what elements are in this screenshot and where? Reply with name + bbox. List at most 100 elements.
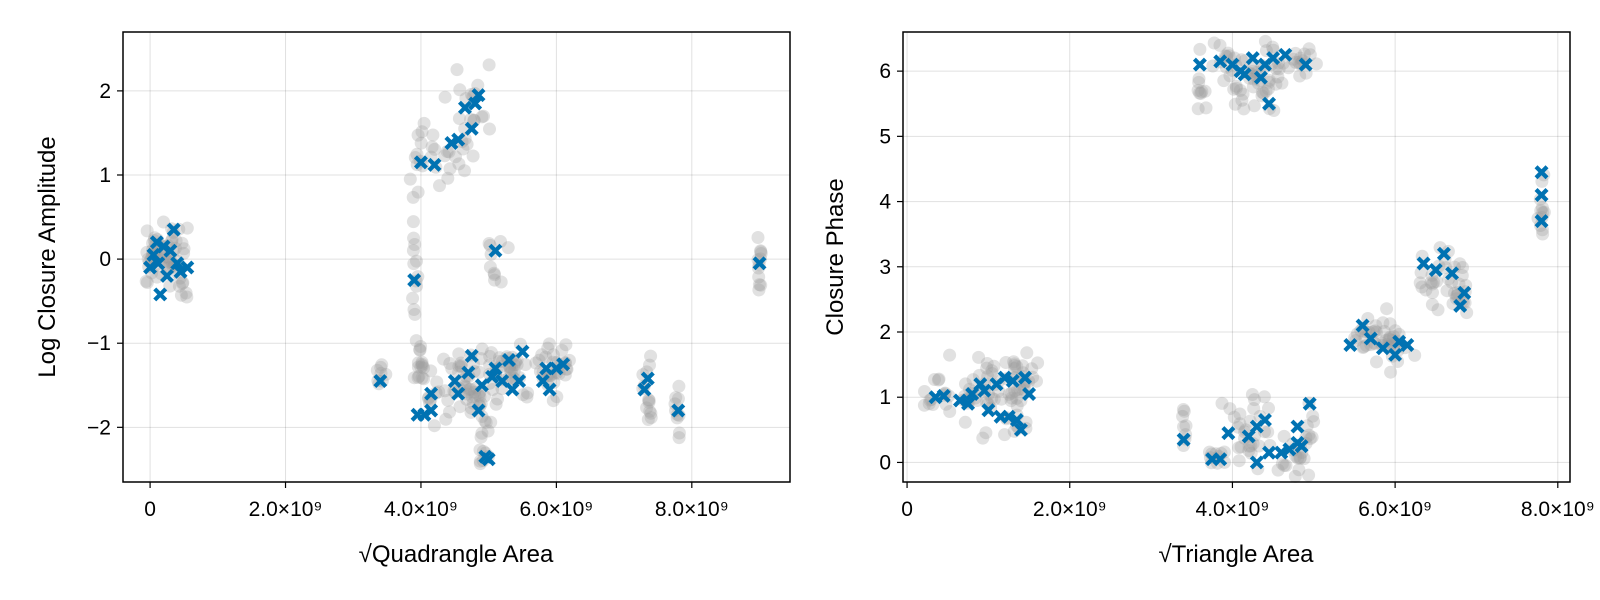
observed-point [1534, 165, 1549, 180]
sample-point [1244, 439, 1258, 453]
observed-point [1302, 396, 1317, 411]
sample-point [1277, 458, 1291, 472]
sample-point [440, 145, 454, 158]
sample-point [1536, 227, 1550, 241]
sample-point [505, 362, 519, 376]
observed-point [424, 386, 439, 401]
sample-point [1198, 84, 1212, 98]
sample-point [482, 58, 496, 72]
y-tick-label: −1 [87, 332, 111, 355]
sample-point [417, 361, 431, 375]
sample-point [943, 405, 957, 418]
observed-point [1453, 298, 1468, 313]
sample-point [449, 150, 462, 164]
sample-point [1176, 403, 1190, 416]
observed-point [474, 378, 489, 393]
observed-point [671, 403, 686, 418]
sample-point [1431, 303, 1445, 317]
sample-point [157, 215, 170, 229]
sample-point [466, 149, 480, 163]
y-tick-label: 4 [879, 191, 891, 214]
sample-point [140, 276, 154, 289]
observed-point [1428, 263, 1443, 278]
observed-point [481, 452, 496, 467]
sample-point [752, 278, 766, 292]
sample-point [672, 379, 686, 393]
sample-point [987, 392, 1001, 406]
sample-point [1455, 269, 1469, 282]
observed-point [451, 132, 466, 147]
sample-point [1262, 73, 1276, 87]
sample-point [1293, 451, 1307, 465]
sample-point [671, 392, 685, 406]
sample-point [1534, 204, 1548, 218]
observed-point [1436, 246, 1451, 261]
y-tick-label: 1 [99, 164, 111, 187]
observed-point [501, 353, 516, 368]
sample-point [994, 392, 1008, 406]
grid [123, 32, 790, 482]
observed-point [752, 256, 767, 271]
sample-point [406, 215, 420, 229]
sample-point [1237, 102, 1251, 116]
observed-point [1018, 370, 1032, 385]
sample-point [917, 398, 931, 412]
sample-point [1297, 47, 1311, 61]
x-tick-label: 8.0×10⁹ [1521, 498, 1595, 521]
sample-point [427, 419, 441, 433]
sample-point [417, 372, 431, 386]
observed-point [1257, 413, 1272, 428]
sample-point [439, 412, 453, 426]
sample-point [1010, 399, 1024, 413]
sample-point [1008, 358, 1022, 372]
sample-point [488, 273, 502, 287]
sample-point [1286, 52, 1300, 66]
sample-point [1229, 81, 1243, 95]
sample-point [411, 185, 425, 199]
observed-point [461, 365, 476, 380]
sample-point [175, 236, 189, 250]
observed-point [488, 243, 503, 258]
sample-point [1383, 330, 1397, 344]
sample-point [179, 286, 193, 300]
sample-point [1252, 439, 1266, 453]
sample-point [985, 367, 999, 380]
sample-point [1004, 386, 1018, 400]
observed-point [1253, 70, 1268, 85]
sample-point [1232, 454, 1246, 468]
sample-point [1215, 396, 1229, 410]
sample-point [1010, 391, 1024, 405]
sample-point [521, 386, 535, 400]
sample-point [177, 242, 191, 256]
x-tick-label: 4.0×10⁹ [1196, 498, 1270, 521]
observed-point [170, 256, 185, 271]
sample-point [1176, 409, 1190, 423]
sample-point [1277, 429, 1291, 443]
sample-point [1248, 393, 1261, 407]
sample-point [492, 354, 506, 368]
sample-point [473, 390, 487, 404]
sample-point [1255, 85, 1269, 99]
sample-point [443, 162, 457, 176]
sample-point [426, 128, 440, 142]
observed-point [451, 386, 466, 401]
observed-point [1249, 455, 1264, 470]
sample-point [546, 348, 560, 362]
sample-point [407, 371, 421, 385]
y-axis-label: Log Closure Amplitude [34, 136, 61, 377]
sample-point [1426, 286, 1439, 300]
observed-point [1245, 51, 1260, 66]
x-tick-label: 2.0×10⁹ [1033, 498, 1107, 521]
observed-point [163, 243, 178, 258]
observed-point [1534, 188, 1549, 203]
sample-point [1207, 36, 1221, 50]
y-tick-label: 5 [879, 125, 891, 148]
observed-point [143, 260, 158, 275]
observed-point [180, 260, 195, 275]
observed-point [1274, 445, 1289, 460]
sample-point [980, 361, 994, 375]
sample-point [1233, 417, 1247, 431]
observed-point [1262, 96, 1277, 111]
observed-point [1392, 334, 1407, 349]
